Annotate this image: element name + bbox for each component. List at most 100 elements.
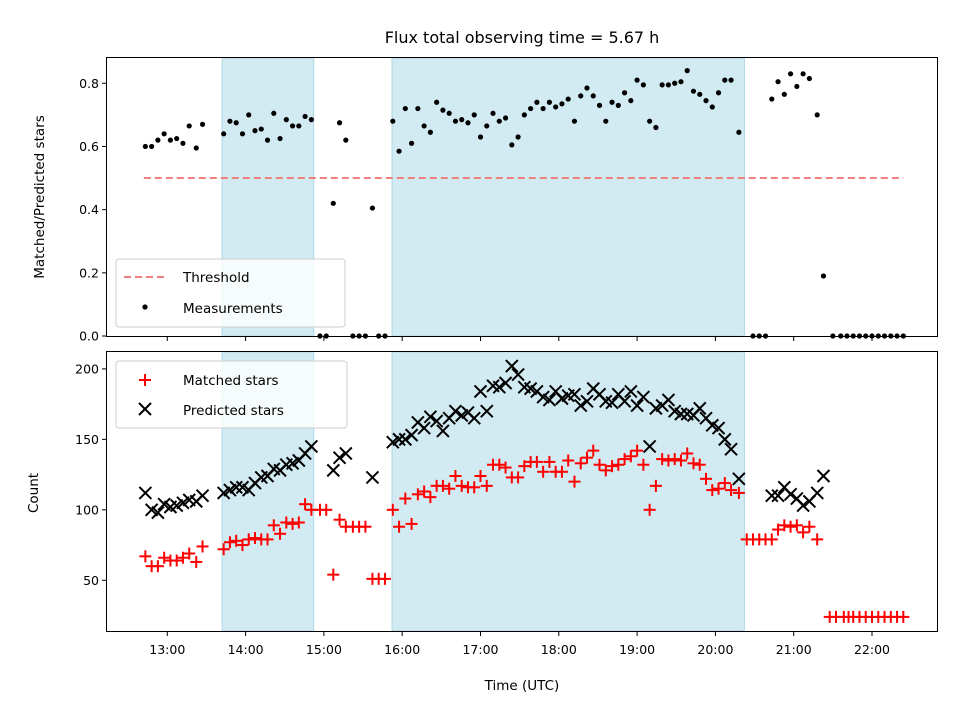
predicted-point-b: [732, 472, 746, 486]
predicted-point-b: [267, 462, 281, 476]
predicted-point: [138, 486, 153, 500]
matched-point: [897, 610, 910, 623]
measurement-point: [330, 200, 336, 206]
measurement-point: [471, 112, 477, 118]
legend: Threshold Measurements: [115, 258, 346, 328]
measurement-point: [308, 117, 314, 123]
matched-point: [480, 479, 493, 492]
predicted-point: [304, 439, 319, 454]
matched-point: [537, 465, 550, 478]
predicted-point: [711, 421, 726, 435]
shaded-spans: [221, 57, 745, 337]
matched-point: [499, 461, 512, 474]
matched-point: [217, 543, 230, 556]
measurement-point: [546, 99, 553, 105]
measurement-point: [715, 90, 722, 96]
measurement-point: [390, 118, 396, 124]
x-axis-ticks: 13:00 14:00 15:00 16:00 17:00 18:00 19:00 20:00…: [149, 631, 890, 657]
measurement-point: [277, 135, 283, 142]
matched-point: [543, 455, 556, 468]
predicted-point-b: [592, 387, 607, 401]
predicted-point: [580, 394, 594, 409]
predicted-point: [326, 463, 340, 478]
matched-point: [242, 533, 255, 546]
measurement-point: [672, 80, 678, 86]
measurement-point: [534, 99, 540, 105]
measurement-point: [647, 118, 653, 124]
observing-span: [391, 351, 745, 632]
predicted-point-b: [548, 384, 563, 399]
plot-frame: [106, 351, 938, 632]
measurement-point: [678, 79, 684, 85]
predicted-point-b: [630, 398, 644, 413]
predicted-point-b: [144, 503, 159, 517]
matched-point: [580, 451, 593, 464]
predicted-point-b: [674, 407, 688, 421]
matched-point: [718, 477, 731, 490]
y-tick-label: 0.0: [79, 329, 99, 344]
predicted-point-b: [699, 411, 713, 425]
measurement-point: [515, 134, 521, 140]
matched-point: [700, 472, 713, 485]
matched-point: [393, 520, 406, 533]
measurement-point: [640, 82, 646, 88]
predicted-point: [630, 398, 644, 413]
predicted-point: [404, 428, 419, 442]
predicted-point: [674, 407, 688, 421]
predicted-point-b: [711, 421, 726, 435]
measurement-point: [408, 140, 415, 146]
predicted-point-b: [718, 432, 732, 447]
measurement-point: [246, 112, 252, 118]
x-tick-label: 19:00: [619, 642, 655, 657]
matched-point: [624, 450, 637, 463]
x-tick-label: 20:00: [697, 642, 733, 657]
legend-label: Matched stars: [183, 373, 279, 389]
matched-point: [668, 453, 681, 466]
measurement-point: [615, 102, 621, 108]
predicted-point: [783, 487, 798, 502]
x-tick-label: 16:00: [384, 642, 420, 657]
matched-point: [405, 517, 418, 530]
measurement-point: [477, 134, 484, 140]
predicted-point-b: [467, 411, 481, 425]
matched-point: [712, 482, 725, 495]
predicted-point-b: [517, 380, 532, 394]
y-tick-label: 200: [75, 361, 99, 376]
matched-point: [196, 540, 209, 553]
matched-point: [158, 551, 171, 564]
predicted-point: [636, 390, 651, 404]
legend-box: [115, 258, 346, 328]
measurement-point: [149, 143, 155, 150]
matched-point: [803, 520, 816, 533]
matched-point: [732, 486, 745, 499]
predicted-point-b: [536, 390, 550, 404]
matched-point: [190, 555, 203, 568]
predicted-point: [151, 505, 165, 520]
predicted-point-b: [580, 394, 594, 409]
measurement-point: [781, 91, 787, 97]
measurement-point: [440, 107, 446, 113]
x-tick-label: 18:00: [541, 642, 577, 657]
matched-point: [418, 485, 431, 498]
measurement-point: [484, 123, 490, 129]
measurement-point: [684, 68, 690, 74]
legend-box: [115, 360, 348, 429]
matched-point: [455, 479, 468, 492]
matched-point: [643, 503, 656, 516]
predicted-point: [816, 469, 831, 483]
predicted-point: [693, 401, 707, 416]
matched-point: [183, 547, 196, 560]
x-tick-label: 13:00: [149, 642, 185, 657]
measurement-point: [703, 98, 709, 104]
measurement-point: [296, 123, 302, 129]
matched-point: [693, 458, 706, 471]
matched-point: [518, 460, 531, 473]
measurement-point: [415, 105, 421, 112]
predicted-point: [810, 486, 824, 500]
measurement-point: [553, 104, 559, 110]
predicted-point: [542, 393, 557, 407]
measurement-point: [565, 96, 571, 102]
measurement-point: [369, 205, 376, 211]
matched-point: [593, 458, 606, 471]
predicted-point-b: [523, 381, 538, 396]
